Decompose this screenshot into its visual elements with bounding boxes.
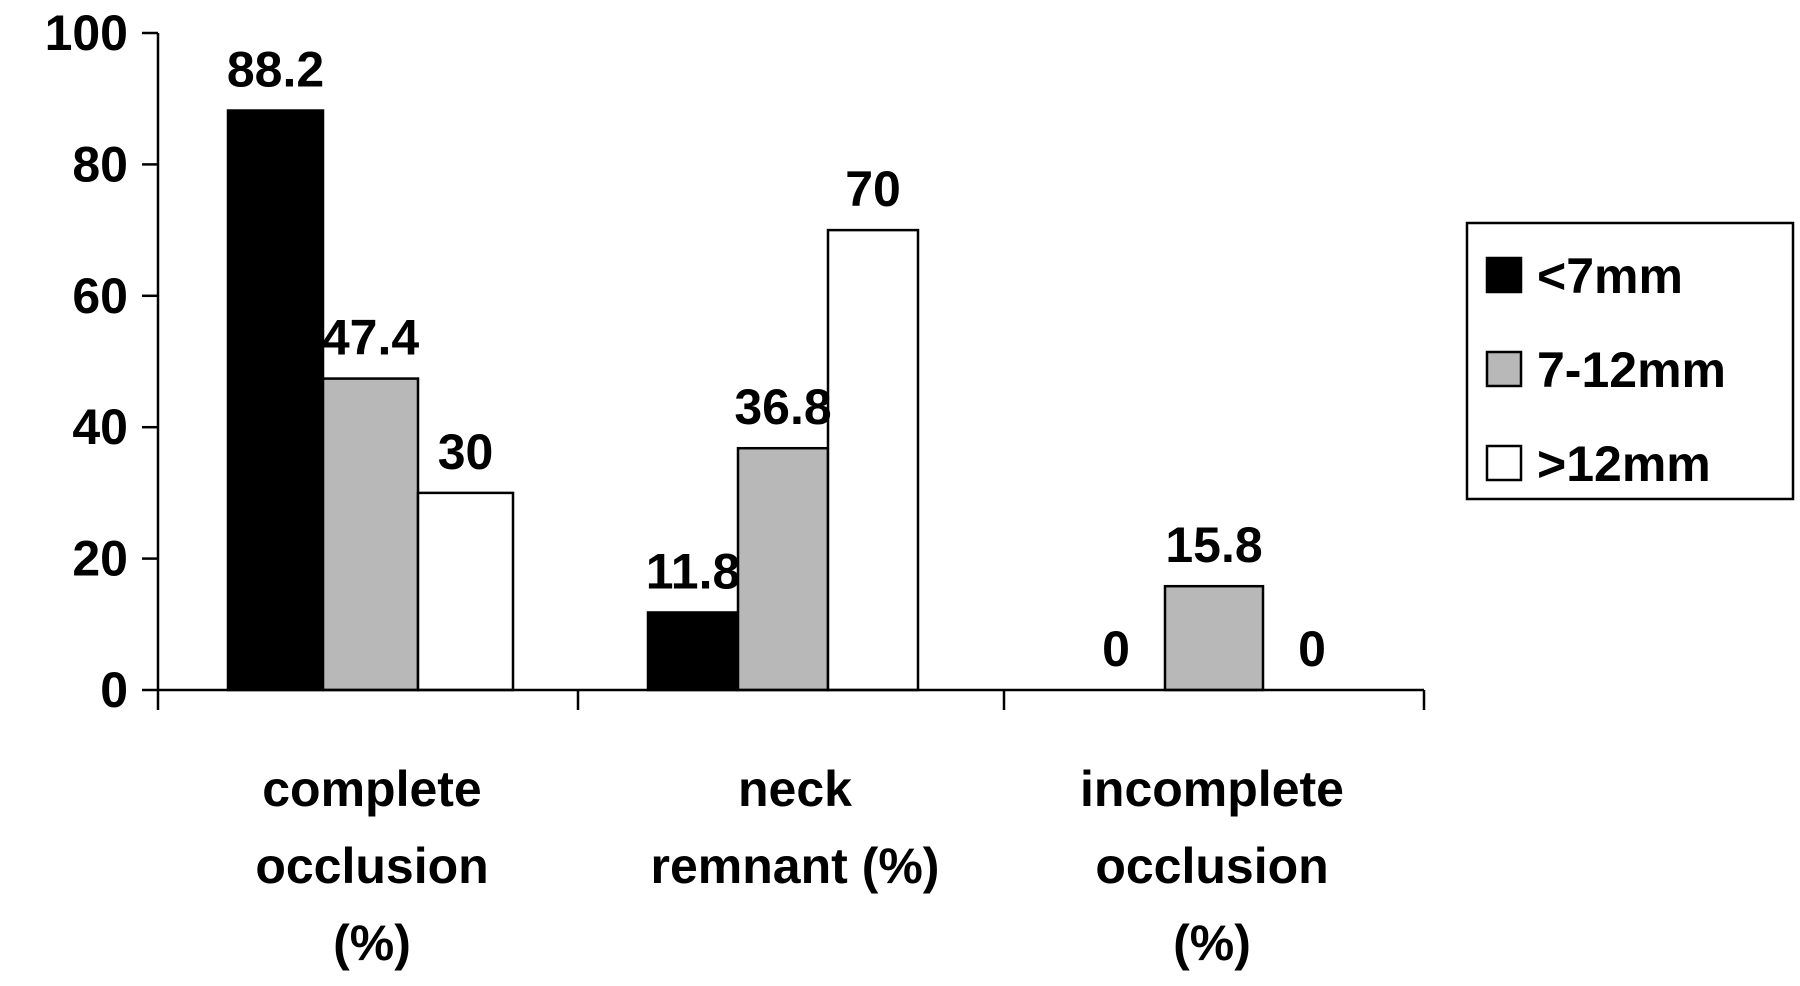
legend-label: 7-12mm bbox=[1537, 342, 1726, 398]
axes-layer: 0 20 40 60 80 100 complete occlusion (%) neck remn… bbox=[45, 5, 1426, 971]
legend-label: >12mm bbox=[1537, 436, 1711, 492]
category-label: complete bbox=[262, 761, 482, 817]
category-label: occlusion bbox=[1095, 838, 1328, 894]
legend-swatch bbox=[1485, 350, 1523, 388]
y-tick-label: 0 bbox=[100, 662, 128, 718]
category-label: (%) bbox=[1173, 915, 1251, 971]
value-label: 11.8 bbox=[646, 543, 741, 599]
y-tick-label: 80 bbox=[72, 136, 128, 192]
bar-2-series-2 bbox=[736, 446, 830, 692]
legend-swatch bbox=[1485, 256, 1523, 294]
value-label: 47.4 bbox=[322, 310, 420, 366]
category-label: occlusion bbox=[255, 838, 488, 894]
value-label: 70 bbox=[845, 161, 901, 217]
category-label: (%) bbox=[333, 915, 411, 971]
value-label: 36.8 bbox=[734, 379, 831, 435]
bars-layer bbox=[226, 109, 1265, 692]
value-label: 0 bbox=[1298, 621, 1326, 677]
bar-2-series-3 bbox=[826, 228, 920, 692]
y-tick-label: 20 bbox=[72, 531, 128, 587]
legend-swatch bbox=[1485, 444, 1523, 482]
y-tick-label: 40 bbox=[72, 399, 128, 455]
y-tick-label: 100 bbox=[45, 5, 128, 61]
bar-2-series-1 bbox=[646, 611, 740, 692]
value-label: 0 bbox=[1102, 621, 1130, 677]
bar-1-series-3 bbox=[416, 491, 515, 692]
bar-1-series-2 bbox=[321, 377, 420, 692]
category-label: incomplete bbox=[1080, 761, 1344, 817]
value-label: 30 bbox=[438, 424, 494, 480]
value-label: 88.2 bbox=[227, 42, 324, 98]
y-tick-label: 60 bbox=[72, 268, 128, 324]
value-labels-layer: 88.2 47.4 30 11.8 36.8 70 0 15.8 0 bbox=[227, 42, 1326, 677]
category-label: neck bbox=[738, 761, 852, 817]
legend: <7mm 7-12mm >12mm bbox=[1465, 221, 1795, 501]
bar-3-series-2 bbox=[1163, 584, 1265, 692]
value-label: 15.8 bbox=[1165, 517, 1262, 573]
category-label: remnant (%) bbox=[651, 838, 940, 894]
legend-label: <7mm bbox=[1537, 248, 1683, 304]
bar-1-series-1 bbox=[226, 109, 325, 692]
